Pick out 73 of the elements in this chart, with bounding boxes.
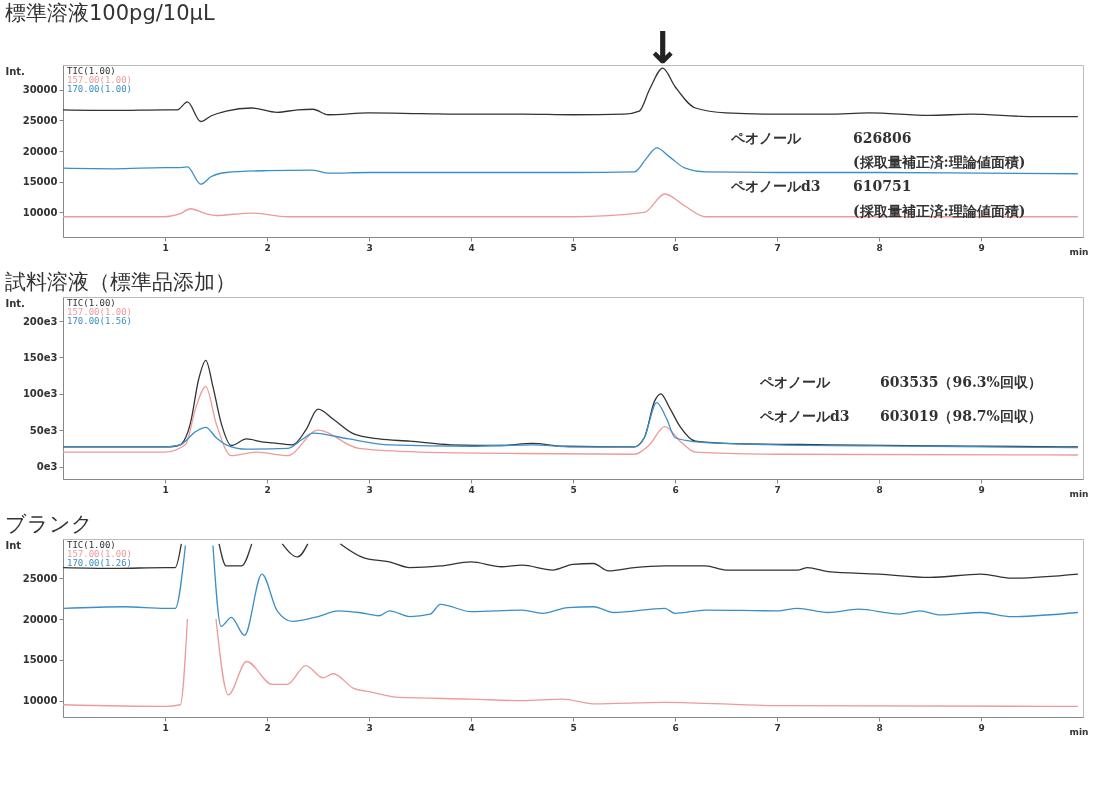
line-series xyxy=(63,401,1079,450)
y-tick-label: 200e3 xyxy=(22,315,58,327)
x-tick-label: 5 xyxy=(570,722,577,733)
text: 170.00(1.56) xyxy=(67,316,133,326)
y-tick-label: 15000 xyxy=(22,176,58,188)
x-axis-title: min xyxy=(1069,246,1089,257)
x-tick-label: 6 xyxy=(672,722,679,733)
y-tick-label: 25000 xyxy=(22,114,58,126)
x-tick-label: 2 xyxy=(264,242,271,253)
x-tick-label: 6 xyxy=(672,242,679,253)
text: TIC(1.00) xyxy=(67,66,116,76)
x-tick-label: 5 xyxy=(570,484,577,495)
annotation: 603535（96.3%回収） xyxy=(880,374,1042,390)
annotation: 603019（98.7%回収） xyxy=(880,408,1042,424)
annotation: ペオノール xyxy=(759,374,831,390)
text: 157.00(1.00) xyxy=(67,307,133,317)
x-tick-label: 9 xyxy=(978,242,985,253)
y-tick-label: 0e3 xyxy=(36,461,58,473)
x-tick-label: 2 xyxy=(264,722,271,733)
annotation: ペオノールd3 xyxy=(759,408,850,424)
y-axis-title: Int. xyxy=(5,65,25,77)
x-tick-label: 9 xyxy=(978,484,985,495)
x-tick-label: 5 xyxy=(570,242,577,253)
text: 157.00(1.00) xyxy=(67,549,133,559)
annotation: ↓ xyxy=(644,22,682,74)
chart-title: 試料溶液（標準品添加） xyxy=(5,270,236,294)
x-tick-label: 6 xyxy=(672,484,679,495)
line-series xyxy=(63,67,1079,123)
x-tick-label: 1 xyxy=(162,484,169,495)
x-tick-label: 8 xyxy=(876,242,883,253)
x-tick-label: 3 xyxy=(366,484,373,495)
line-series xyxy=(63,193,1079,218)
y-tick-label: 150e3 xyxy=(22,351,58,363)
y-tick-label: 10000 xyxy=(22,206,58,218)
y-axis-title: Int. xyxy=(5,297,25,309)
y-tick-label: 20000 xyxy=(22,145,58,157)
annotation: (採取量補正済:理論値面積) xyxy=(853,203,1026,219)
y-tick-label: 25000 xyxy=(22,572,58,584)
x-tick-label: 4 xyxy=(468,722,475,733)
y-tick-label: 100e3 xyxy=(22,388,58,400)
x-tick-label: 4 xyxy=(468,242,475,253)
x-tick-label: 7 xyxy=(774,242,781,253)
x-tick-label: 4 xyxy=(468,484,475,495)
annotation: 626806 xyxy=(853,130,912,146)
text: TIC(1.00) xyxy=(67,298,116,308)
x-tick-label: 8 xyxy=(876,484,883,495)
chart-title: ブランク xyxy=(5,512,93,536)
y-tick-label: 30000 xyxy=(22,84,58,96)
x-tick-label: 7 xyxy=(774,722,781,733)
text: 170.00(1.00) xyxy=(67,84,133,94)
chart-title: 標準溶液100pg/10μL xyxy=(5,1,215,26)
x-tick-label: 9 xyxy=(978,722,985,733)
x-tick-label: 1 xyxy=(162,722,169,733)
y-tick-label: 20000 xyxy=(22,613,58,625)
x-tick-label: 1 xyxy=(162,242,169,253)
x-tick-label: 3 xyxy=(366,242,373,253)
y-tick-label: 50e3 xyxy=(29,424,58,436)
y-tick-label: 15000 xyxy=(22,654,58,666)
x-tick-label: 7 xyxy=(774,484,781,495)
annotation: 610751 xyxy=(853,178,912,194)
x-axis-title: min xyxy=(1069,726,1089,737)
x-tick-label: 2 xyxy=(264,484,271,495)
annotation: ペオノールd3 xyxy=(730,178,821,194)
y-tick-label: 10000 xyxy=(22,695,58,707)
text: 157.00(1.00) xyxy=(67,75,133,85)
annotation: (採取量補正済:理論値面積) xyxy=(853,154,1026,170)
x-tick-label: 3 xyxy=(366,722,373,733)
x-tick-label: 8 xyxy=(876,722,883,733)
x-axis-title: min xyxy=(1069,488,1089,499)
text: 170.00(1.26) xyxy=(67,558,133,568)
series-label: TIC(1.00) xyxy=(67,540,116,550)
annotation: ペオノール xyxy=(730,130,802,146)
y-axis-title: Int xyxy=(5,539,22,551)
